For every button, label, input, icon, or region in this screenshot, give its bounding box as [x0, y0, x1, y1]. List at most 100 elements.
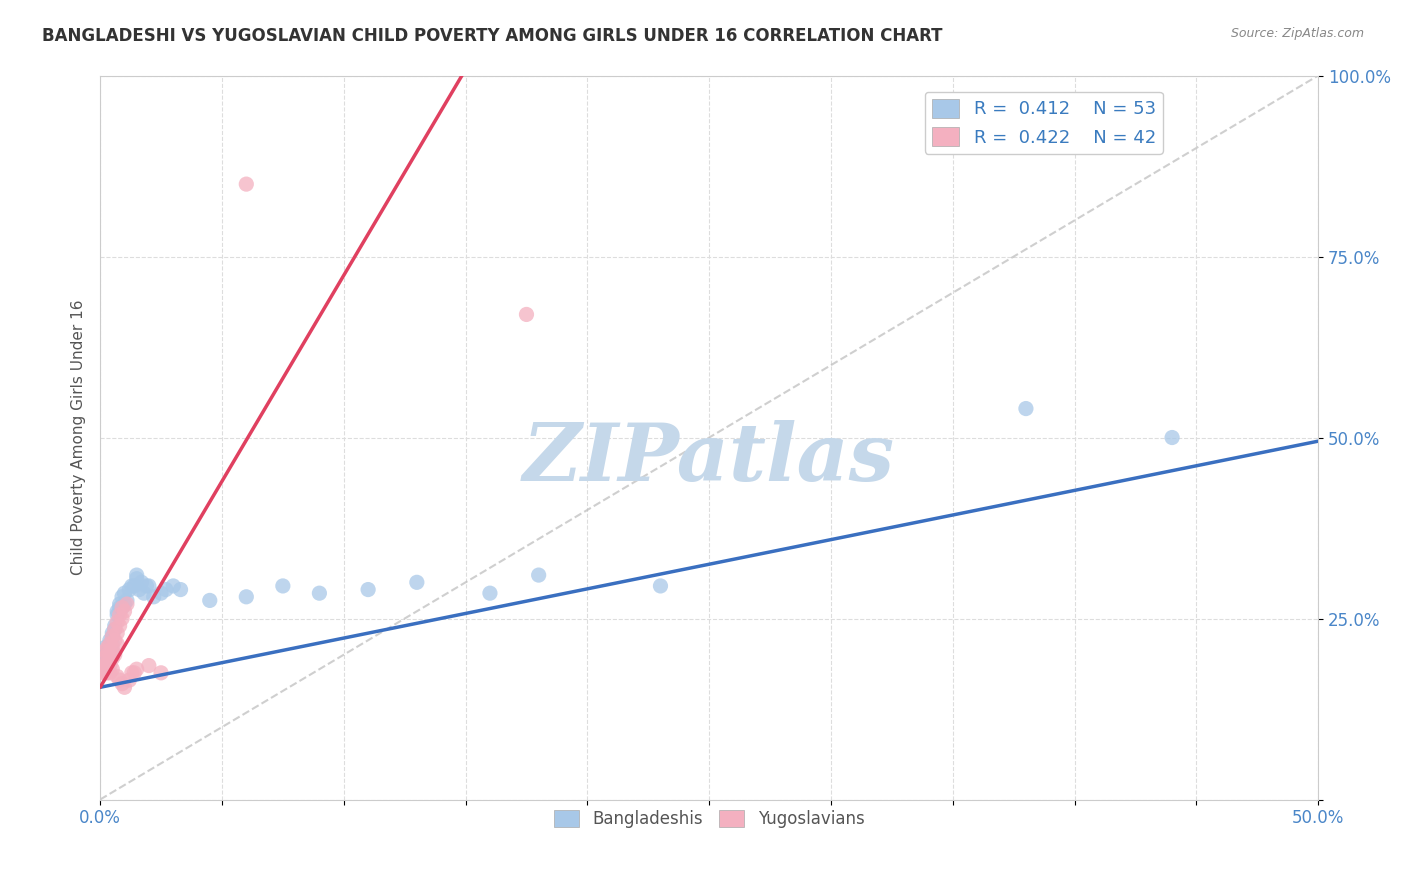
Point [108, 607, 131, 622]
Point [111, 611, 134, 625]
Point [94, 665, 117, 680]
Text: ZIPatlas: ZIPatlas [523, 420, 896, 498]
Point [101, 637, 124, 651]
Point [142, 590, 165, 604]
Point [125, 568, 148, 582]
Point [108, 619, 131, 633]
Point [105, 604, 128, 618]
Point [114, 597, 136, 611]
Text: Source: ZipAtlas.com: Source: ZipAtlas.com [1230, 27, 1364, 40]
Point [94, 651, 117, 665]
Point [91, 651, 114, 665]
Point [96, 658, 118, 673]
Point [122, 665, 145, 680]
Point [118, 673, 141, 687]
Point [235, 177, 257, 191]
Point [98, 637, 121, 651]
Point [101, 630, 124, 644]
Point [138, 658, 160, 673]
Point [198, 593, 221, 607]
Point [104, 623, 127, 637]
Point [101, 644, 124, 658]
Point [105, 607, 128, 622]
Point [138, 579, 160, 593]
Point [96, 648, 118, 662]
Point [114, 681, 136, 695]
Point [98, 651, 121, 665]
Point [101, 626, 124, 640]
Point [108, 673, 131, 687]
Point [108, 597, 131, 611]
Point [96, 648, 118, 662]
Y-axis label: Child Poverty Among Girls Under 16: Child Poverty Among Girls Under 16 [72, 300, 86, 575]
Point [162, 579, 184, 593]
Point [105, 615, 128, 629]
Point [114, 604, 136, 618]
Point [105, 669, 128, 683]
Point [111, 600, 134, 615]
Point [122, 579, 145, 593]
Point [125, 572, 148, 586]
Point [135, 579, 157, 593]
Point [104, 633, 127, 648]
Point [104, 648, 127, 662]
Point [104, 623, 127, 637]
Point [405, 575, 427, 590]
Point [101, 640, 124, 655]
Point [132, 586, 155, 600]
Point [101, 630, 124, 644]
Point [150, 665, 173, 680]
Point [357, 582, 380, 597]
Point [98, 637, 121, 651]
Point [96, 665, 118, 680]
Point [115, 597, 138, 611]
Point [91, 665, 114, 680]
Point [98, 648, 121, 662]
Point [650, 579, 672, 593]
Point [96, 644, 118, 658]
Point [104, 619, 127, 633]
Point [118, 582, 141, 597]
Point [101, 662, 124, 676]
Point [169, 582, 191, 597]
Point [94, 644, 117, 658]
Point [91, 651, 114, 665]
Point [94, 662, 117, 676]
Point [155, 582, 177, 597]
Point [478, 586, 501, 600]
Point [94, 658, 117, 673]
Point [111, 590, 134, 604]
Point [235, 590, 257, 604]
Point [111, 600, 134, 615]
Point [115, 593, 138, 607]
Point [121, 665, 143, 680]
Point [105, 637, 128, 651]
Point [98, 665, 121, 680]
Point [111, 676, 134, 690]
Point [1015, 401, 1038, 416]
Point [94, 640, 117, 655]
Point [121, 579, 143, 593]
Point [105, 626, 128, 640]
Point [108, 600, 131, 615]
Point [150, 586, 173, 600]
Text: BANGLADESHI VS YUGOSLAVIAN CHILD POVERTY AMONG GIRLS UNDER 16 CORRELATION CHART: BANGLADESHI VS YUGOSLAVIAN CHILD POVERTY… [42, 27, 942, 45]
Point [96, 658, 118, 673]
Point [91, 648, 114, 662]
Point [125, 662, 148, 676]
Point [515, 308, 537, 322]
Point [91, 658, 114, 673]
Point [98, 633, 121, 648]
Point [101, 651, 124, 665]
Point [98, 658, 121, 673]
Legend: Bangladeshis, Yugoslavians: Bangladeshis, Yugoslavians [547, 803, 872, 835]
Point [527, 568, 550, 582]
Point [128, 582, 150, 597]
Point [1161, 430, 1184, 444]
Point [308, 586, 330, 600]
Point [96, 640, 118, 655]
Point [98, 640, 121, 655]
Point [114, 586, 136, 600]
Point [131, 575, 153, 590]
Point [271, 579, 294, 593]
